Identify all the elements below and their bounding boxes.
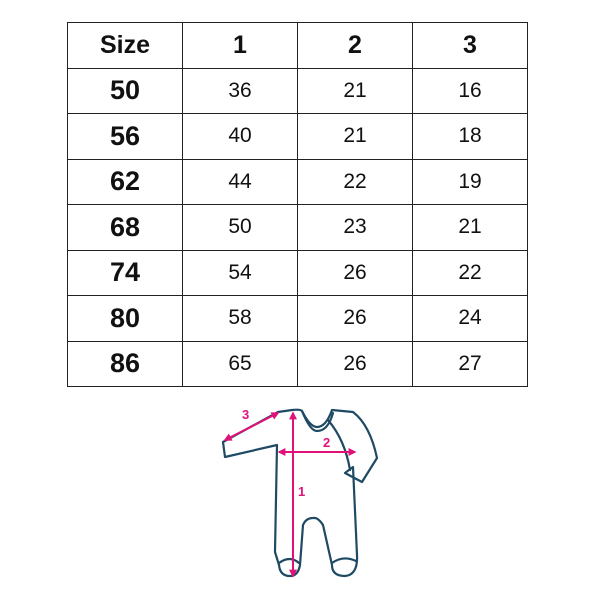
size-cell: 68: [67, 204, 183, 251]
size-cell: 50: [67, 67, 183, 114]
header-2: 2: [297, 22, 413, 69]
measurement-cell-1: 54: [182, 249, 298, 296]
measurement-cell-3: 19: [412, 158, 528, 205]
chest-label: 2: [323, 435, 330, 450]
measurement-cell-1: 36: [182, 67, 298, 114]
measurement-cell-2: 23: [297, 204, 413, 251]
measurement-cell-1: 58: [182, 295, 298, 342]
length-label: 1: [298, 484, 305, 499]
table-row: 62 44 22 19: [67, 158, 528, 205]
size-cell: 62: [67, 158, 183, 205]
table-row: 86 65 26 27: [67, 340, 528, 387]
measurement-cell-1: 50: [182, 204, 298, 251]
size-cell: 80: [67, 295, 183, 342]
header-size: Size: [67, 22, 183, 69]
table-row: 50 36 21 16: [67, 67, 528, 114]
measurement-cell-2: 21: [297, 67, 413, 114]
measurement-cell-3: 27: [412, 340, 528, 387]
header-1: 1: [182, 22, 298, 69]
measurement-cell-3: 22: [412, 249, 528, 296]
table-row: 68 50 23 21: [67, 204, 528, 251]
table-header-row: Size 1 2 3: [67, 22, 528, 69]
measure-arrows: [223, 411, 357, 578]
size-cell: 74: [67, 249, 183, 296]
size-cell: 56: [67, 113, 183, 160]
size-chart-table: Size 1 2 3 50 36 21 16 56 40 21 18 62 44 22 19 68 50 2…: [67, 22, 528, 387]
table-row: 80 58 26 24: [67, 295, 528, 342]
measurement-cell-2: 26: [297, 295, 413, 342]
measurement-cell-3: 18: [412, 113, 528, 160]
sleeve-arrow: [223, 412, 280, 441]
measurement-cell-2: 26: [297, 340, 413, 387]
sleeve-label: 3: [242, 407, 249, 422]
romper-measurement-diagram: 1 2 3: [221, 407, 379, 578]
measurement-cell-3: 21: [412, 204, 528, 251]
size-cell: 86: [67, 340, 183, 387]
measurement-cell-1: 44: [182, 158, 298, 205]
measurement-cell-1: 65: [182, 340, 298, 387]
table-row: 56 40 21 18: [67, 113, 528, 160]
measurement-cell-3: 24: [412, 295, 528, 342]
measurement-cell-1: 40: [182, 113, 298, 160]
measurement-cell-2: 22: [297, 158, 413, 205]
measurement-cell-3: 16: [412, 67, 528, 114]
measurement-cell-2: 26: [297, 249, 413, 296]
table-row: 74 54 26 22: [67, 249, 528, 296]
header-3: 3: [412, 22, 528, 69]
measurement-cell-2: 21: [297, 113, 413, 160]
